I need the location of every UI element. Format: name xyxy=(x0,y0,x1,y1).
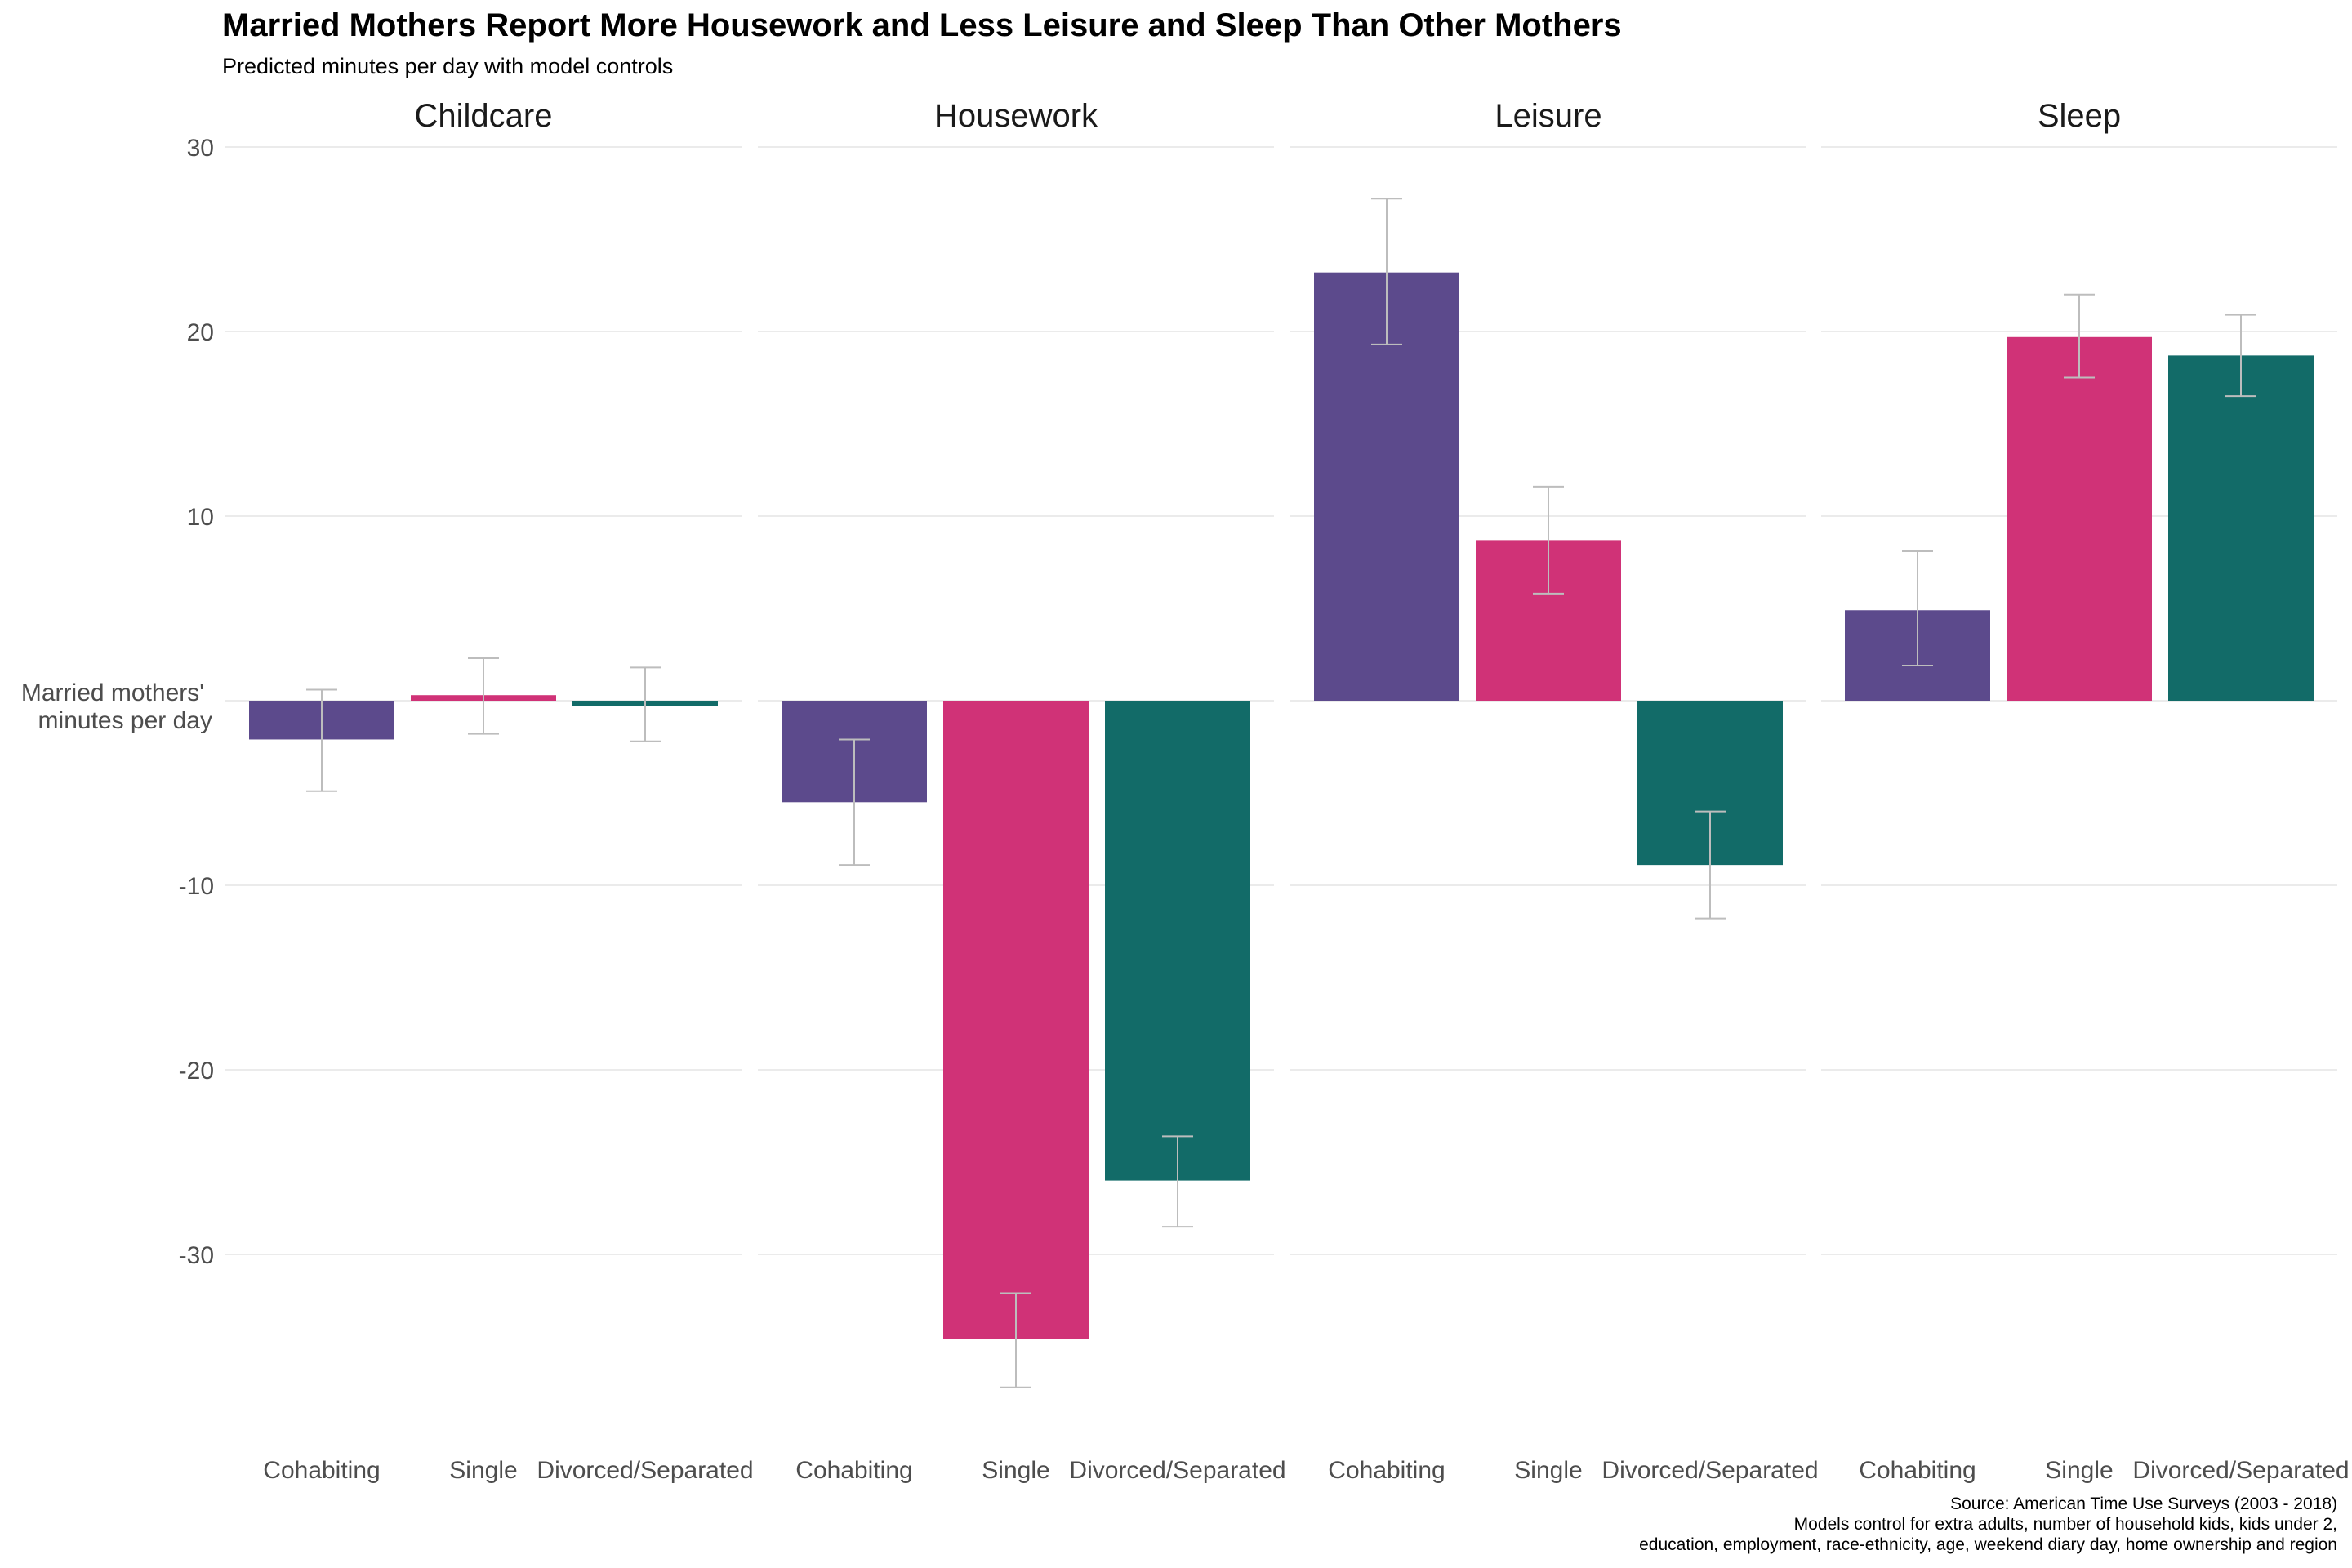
category-label-divorced-separated: Divorced/Separated xyxy=(537,1457,753,1484)
y-tick-label: -20 xyxy=(179,1058,214,1085)
category-label-divorced-separated: Divorced/Separated xyxy=(1601,1457,1818,1484)
error-bar-sleep-cohabiting xyxy=(1902,550,1933,667)
bars xyxy=(249,272,2314,1339)
category-label-single: Single xyxy=(449,1457,517,1484)
category-label-single: Single xyxy=(982,1457,1049,1484)
category-labels: Cohabiting Single Divorced/Separated Cohabi… xyxy=(263,1457,2349,1484)
bar-sleep-single xyxy=(2007,336,2152,701)
category-label-single: Single xyxy=(1514,1457,1582,1484)
error-bar-leisure-divorced-separated xyxy=(1695,810,1726,920)
caption-source: Source: American Time Use Surveys (2003 … xyxy=(1950,1494,2337,1513)
category-label-divorced-separated: Divorced/Separated xyxy=(2132,1457,2349,1484)
error-bar-childcare-single xyxy=(468,657,499,735)
category-label-cohabiting: Cohabiting xyxy=(263,1457,380,1484)
facet-label-childcare: Childcare xyxy=(415,98,553,134)
y-tick-label: 10 xyxy=(187,504,214,531)
category-label-cohabiting: Cohabiting xyxy=(1328,1457,1445,1484)
error-bar-sleep-single xyxy=(2064,293,2095,379)
chart-title: Married Mothers Report More Housework an… xyxy=(222,7,1622,43)
category-label-cohabiting: Cohabiting xyxy=(1859,1457,1976,1484)
error-bar-childcare-cohabiting xyxy=(306,688,337,792)
caption-controls-1: Models control for extra adults, number … xyxy=(1794,1515,2337,1534)
bar-sleep-divorced-separated xyxy=(2168,355,2314,701)
error-bar-leisure-cohabiting xyxy=(1371,198,1402,345)
category-label-divorced-separated: Divorced/Separated xyxy=(1069,1457,1285,1484)
y-tick-label: 30 xyxy=(187,135,214,162)
y-tick-label: -30 xyxy=(179,1242,214,1269)
facet-label-leisure: Leisure xyxy=(1494,98,1601,134)
y-axis-ticks: 30 20 10 -10 -20 -30 xyxy=(179,135,214,1269)
y-axis-label-line-2: minutes per day xyxy=(38,707,212,734)
error-bar-sleep-divorced-separated xyxy=(2225,314,2256,398)
chart-subtitle: Predicted minutes per day with model con… xyxy=(222,54,673,78)
bar-housework-divorced-separated xyxy=(1105,701,1250,1181)
error-bar-childcare-divorced-separated xyxy=(630,666,661,742)
y-axis-label-line-1: Married mothers' xyxy=(21,679,204,706)
facet-label-sleep: Sleep xyxy=(2038,98,2121,134)
bar-housework-single xyxy=(943,701,1089,1339)
caption-controls-2: education, employment, race-ethnicity, a… xyxy=(1639,1535,2337,1554)
facet-label-housework: Housework xyxy=(934,98,1098,134)
category-label-cohabiting: Cohabiting xyxy=(795,1457,912,1484)
y-tick-label: 20 xyxy=(187,319,214,346)
y-tick-label: -10 xyxy=(179,873,214,900)
error-bar-leisure-single xyxy=(1533,485,1564,595)
error-bar-housework-single xyxy=(1000,1292,1031,1388)
error-bar-housework-cohabiting xyxy=(839,738,870,866)
facet-labels: Childcare Housework Leisure Sleep xyxy=(415,98,2122,134)
error-bar-housework-divorced-separated xyxy=(1162,1135,1193,1228)
category-label-single: Single xyxy=(2045,1457,2113,1484)
error-bars xyxy=(306,198,2256,1388)
